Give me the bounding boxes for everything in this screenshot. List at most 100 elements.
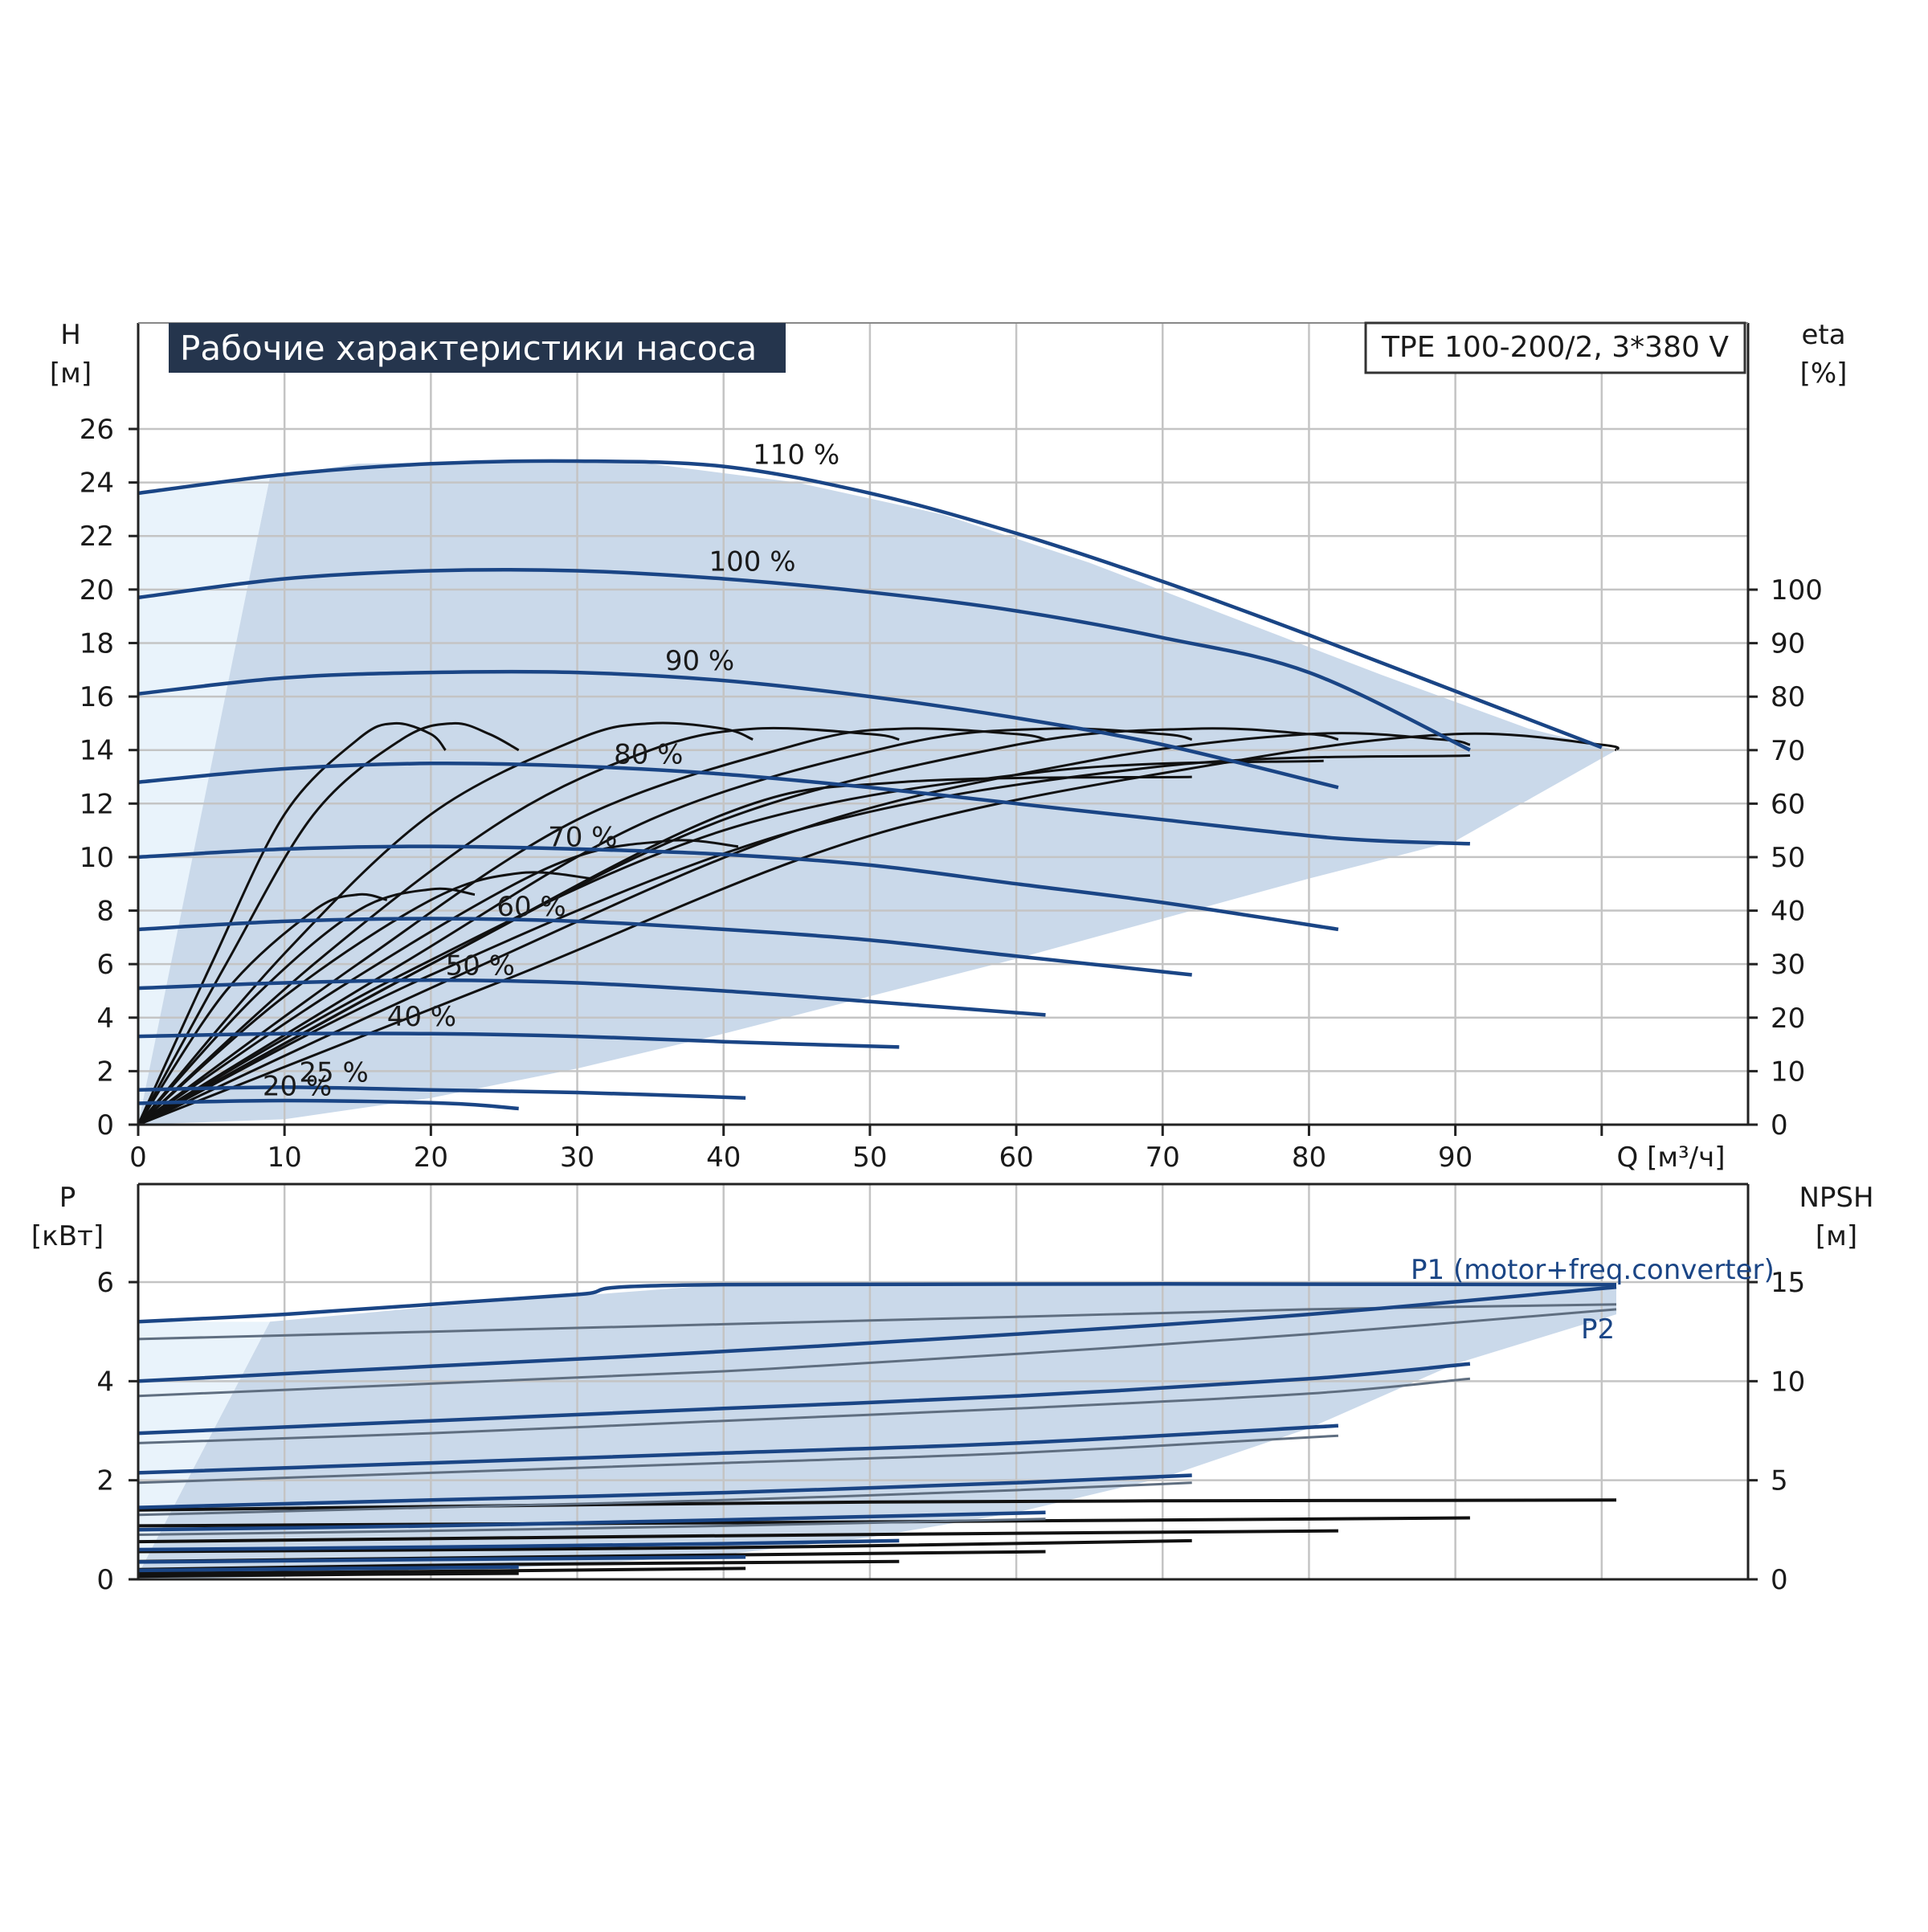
head-curve-label: 50 % (446, 950, 515, 982)
p1-power-curve (137, 1555, 746, 1564)
efficiency-curve (137, 721, 447, 1125)
x-tick-label: 70 (1146, 1142, 1180, 1174)
y-tick-label: 8 (96, 896, 114, 928)
p-tick-label: 2 (96, 1465, 114, 1497)
head-curve-label: 90 % (665, 645, 734, 677)
efficiency-curve (137, 726, 900, 1126)
head-curve (137, 978, 1046, 1017)
model-label: TPE 100-200/2, 3*380 V (1381, 331, 1729, 364)
p1-power-curve (137, 1538, 900, 1552)
p1-power-curve (137, 1473, 1192, 1509)
y-tick-label: 0 (96, 1109, 114, 1142)
y2-axis-label-name: eta (1801, 319, 1845, 351)
y2-tick-label: 10 (1771, 1056, 1805, 1088)
p1-power-curve (137, 1285, 1617, 1383)
x-tick-label: 80 (1292, 1142, 1326, 1174)
x-tick-label: 10 (268, 1142, 302, 1174)
x-tick-label: 20 (414, 1142, 448, 1174)
npsh-tick-label: 15 (1771, 1267, 1805, 1299)
y-tick-label: 22 (80, 521, 114, 553)
head-curve-label: 25 % (299, 1057, 368, 1089)
head-curve (137, 1085, 746, 1100)
y-tick-label: 10 (80, 842, 114, 874)
head-efficiency-plot: 110 %100 %90 %80 %70 %60 %50 %40 %25 %20… (80, 322, 1823, 1174)
efficiency-curve (137, 721, 520, 1125)
y-tick-label: 16 (80, 681, 114, 713)
p-axis-label-unit: [кВт] (31, 1220, 104, 1252)
efficiency-curve (137, 732, 1471, 1126)
y-axis-label-unit: [м] (50, 357, 92, 390)
y2-axis-label-unit: [%] (1800, 357, 1848, 390)
x-tick-label: 60 (999, 1142, 1033, 1174)
npsh-axis-label-name: NPSH (1799, 1182, 1873, 1214)
p1-power-curve (137, 1565, 519, 1573)
p2-power-curve (137, 1517, 1046, 1536)
head-curve (137, 568, 1471, 752)
p2-power-curve (137, 1377, 1471, 1444)
head-curve-label: 60 % (496, 891, 566, 923)
y-tick-label: 14 (80, 735, 114, 767)
y-tick-label: 6 (96, 949, 114, 981)
head-curve (137, 761, 1470, 846)
y2-tick-label: 20 (1771, 1003, 1805, 1035)
p1-power-curve (137, 1423, 1339, 1475)
p-tick-label: 4 (96, 1366, 114, 1398)
y-axis-label-name: H (60, 319, 81, 351)
x-tick-label: 90 (1438, 1142, 1473, 1174)
y2-tick-label: 90 (1771, 628, 1805, 660)
y-tick-label: 4 (96, 1003, 114, 1035)
head-curve-label: 40 % (387, 1001, 456, 1033)
p2-power-curve (137, 1434, 1338, 1485)
head-curve (137, 669, 1339, 790)
y2-tick-label: 50 (1771, 842, 1805, 874)
y-tick-label: 20 (80, 574, 114, 607)
y2-tick-label: 70 (1771, 735, 1805, 767)
head-curve-label: 110 % (753, 439, 839, 471)
efficiency-curve (137, 754, 1470, 1126)
head-curve (137, 459, 1603, 750)
p1-power-curve (137, 1281, 1617, 1324)
y-tick-label: 12 (80, 788, 114, 820)
p1-power-curve (137, 1362, 1471, 1436)
npsh-axis-label-unit: [м] (1816, 1220, 1857, 1252)
head-curve (137, 1098, 519, 1111)
npsh-curve (137, 1571, 519, 1579)
y-tick-label: 2 (96, 1056, 114, 1088)
p-tick-label: 0 (96, 1564, 114, 1596)
x-tick-label: 0 (129, 1142, 147, 1174)
y-tick-label: 24 (80, 468, 114, 500)
efficiency-curve (137, 887, 476, 1126)
x-axis-label: Q [м³/ч] (1617, 1142, 1726, 1174)
operating-area (138, 461, 1616, 1125)
p2-power-curve (137, 1308, 1617, 1398)
p1-series-label: P1 (motor+freq.converter) (1411, 1254, 1775, 1286)
y-tick-label: 18 (80, 627, 114, 660)
p-tick-label: 6 (96, 1267, 114, 1299)
npsh-tick-label: 10 (1771, 1366, 1805, 1398)
npsh-curve (137, 1529, 1338, 1544)
efficiency-curve (137, 892, 388, 1125)
head-curve-label: 100 % (709, 546, 796, 578)
head-curve-label: 70 % (548, 822, 617, 854)
p-axis-label-name: P (59, 1182, 76, 1214)
y-tick-label: 26 (80, 414, 114, 446)
y2-tick-label: 100 (1771, 574, 1823, 607)
low-flow-area (138, 476, 270, 1125)
npsh-tick-label: 5 (1771, 1465, 1788, 1497)
head-curve-label: 80 % (614, 738, 683, 770)
head-curve (137, 1031, 900, 1049)
p2-series-label: P2 (1581, 1313, 1615, 1346)
p1-power-curve (137, 1510, 1046, 1532)
npsh-curve (137, 1538, 1192, 1554)
model-label-box (1364, 321, 1746, 374)
efficiency-curve (137, 732, 1620, 1126)
npsh-tick-label: 0 (1771, 1564, 1788, 1596)
x-tick-label: 40 (706, 1142, 741, 1174)
p2-power-curve (137, 1303, 1617, 1341)
npsh-curve (137, 1498, 1617, 1512)
npsh-curve (137, 1566, 746, 1575)
chart-title: Рабочие характеристики насоса (180, 329, 757, 368)
head-curve-label: 20 % (263, 1070, 332, 1102)
